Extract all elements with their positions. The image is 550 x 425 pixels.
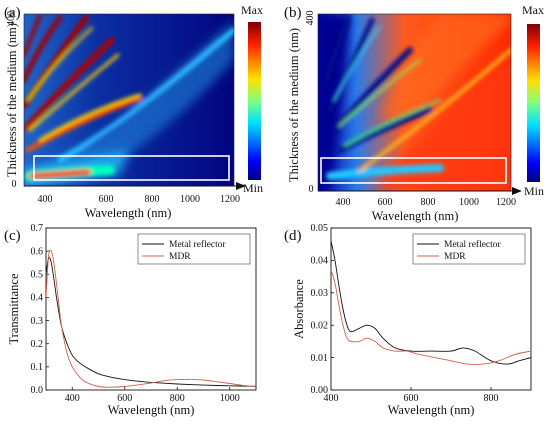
- x-tick-a-400: 400: [38, 194, 53, 205]
- chart-c-xtick-label: 600: [117, 393, 132, 404]
- chart-d-ytick-label: 0.04: [311, 256, 329, 267]
- panel-label-b: (b): [284, 5, 302, 21]
- chart-d-series-metal-reflector-line: [331, 240, 531, 365]
- chart-d-ylabel: Absorbance: [292, 279, 306, 339]
- line-chart-c: 0.0 0.1 0.2 0.3 0.4 0.5 0.6 0.7 400 600 800 1000 Wav…: [7, 223, 257, 417]
- chart-c-ytick-label: 0.4: [31, 293, 44, 304]
- chart-c-legend-label: Metal reflector: [169, 239, 227, 250]
- colorbar-max-a: Max: [241, 3, 263, 17]
- y-tick-b-0: 0: [309, 184, 314, 195]
- heatmap-a-image: [24, 14, 234, 186]
- highlight-box-b: [320, 157, 507, 184]
- x-tick-a-600: 600: [99, 194, 114, 205]
- panel-label-a: (a): [4, 5, 21, 21]
- x-tick-b-800: 800: [421, 197, 436, 208]
- chart-c-xtick-label: 400: [65, 393, 80, 404]
- x-arrow-b: [512, 187, 522, 195]
- y-tick-b-400: 400: [305, 11, 316, 26]
- panel-label-c: (c): [4, 228, 21, 244]
- chart-c-legend-box: [137, 233, 251, 265]
- chart-c-ylabel: Transmittance: [7, 273, 21, 345]
- chart-c-xtick-label: 800: [170, 393, 185, 404]
- x-tick-a-1000: 1000: [180, 194, 200, 205]
- x-tick-b-400: 400: [336, 197, 351, 208]
- y-tick-a-400: 400: [6, 11, 17, 26]
- chart-c-series-metal-reflector-line: [46, 257, 256, 387]
- x-tick-b-600: 600: [378, 197, 393, 208]
- chart-c-plot-frame: [45, 227, 257, 391]
- chart-d-legend-label: Metal reflector: [444, 239, 502, 250]
- x-tick-a-800: 800: [145, 194, 160, 205]
- ylabel-b: Thickness of the medium (nm): [287, 28, 301, 182]
- arrow-label-a: Min: [243, 181, 263, 195]
- chart-c-xtick-label: 1000: [220, 393, 240, 404]
- colorbar-max-b: Max: [522, 3, 544, 17]
- chart-c-series-mdr-line: [46, 249, 256, 388]
- x-tick-b-1200: 1200: [496, 197, 516, 208]
- chart-c-ytick-label: 0.5: [31, 269, 44, 280]
- colorbar-b: [527, 24, 540, 182]
- x-tick-a-1200: 1200: [220, 194, 240, 205]
- chart-d-series-mdr-line: [331, 269, 531, 365]
- chart-c-xlabel: Wavelength (nm): [108, 403, 195, 417]
- heatmap-a: (a) 400 0: [4, 3, 263, 220]
- y-tick-a-0: 0: [12, 179, 17, 190]
- ylabel-a: Thickness of the medium (nm): [5, 23, 19, 177]
- colorbar-a: [248, 22, 261, 180]
- xlabel-a: Wavelength (nm): [85, 206, 172, 220]
- chart-c-ytick-label: 0.1: [31, 362, 44, 373]
- chart-d-legend-label: MDR: [444, 252, 466, 262]
- chart-d-xtick-label: 400: [324, 393, 339, 404]
- chart-c-ytick-label: 0.0: [31, 385, 44, 396]
- chart-d-xtick-label: 800: [484, 393, 499, 404]
- heatmap-b-image: [318, 14, 511, 191]
- highlight-box-a: [33, 155, 230, 181]
- chart-c-ytick-label: 0.6: [31, 246, 44, 257]
- x-arrow-a: [236, 182, 246, 190]
- chart-d-legend-box: [412, 233, 526, 265]
- xlabel-b: Wavelength (nm): [372, 209, 459, 223]
- chart-c-legend-label: MDR: [169, 252, 191, 262]
- chart-d-ytick-label: 0.01: [311, 353, 329, 364]
- chart-c-ytick-label: 0.2: [31, 339, 44, 350]
- x-tick-b-1000: 1000: [459, 197, 479, 208]
- line-chart-d: 0.00 0.01 0.02 0.03 0.04 0.05 400 600 800 Wavelen…: [292, 223, 532, 417]
- chart-d-ytick-label: 0.05: [311, 223, 329, 234]
- chart-d-ytick-label: 0.00: [311, 385, 329, 396]
- chart-d-xtick-label: 600: [404, 393, 419, 404]
- chart-d-ytick-label: 0.02: [311, 320, 329, 331]
- chart-c-ytick-label: 0.7: [31, 223, 44, 234]
- arrow-label-b: Min: [524, 184, 544, 198]
- chart-d-ytick-label: 0.03: [311, 288, 329, 299]
- panel-label-d: (d): [284, 228, 302, 244]
- chart-d-xlabel: Wavelength (nm): [388, 403, 475, 417]
- chart-c-ytick-label: 0.3: [31, 316, 44, 327]
- chart-d-plot-frame: [330, 227, 532, 391]
- heatmap-b: (b) 400 0 Thickness of: [284, 3, 544, 223]
